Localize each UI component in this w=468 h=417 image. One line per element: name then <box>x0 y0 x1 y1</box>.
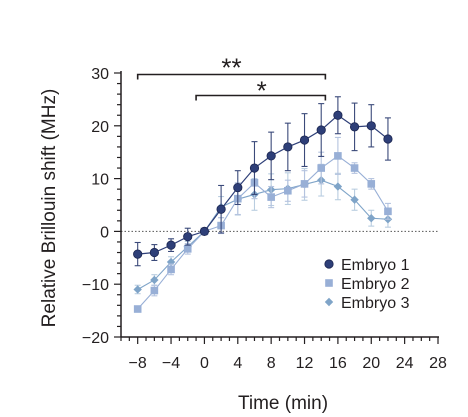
series-embryo-1 <box>133 96 393 267</box>
data-point <box>266 151 276 161</box>
y-tick-label: −20 <box>82 330 109 347</box>
data-point <box>316 125 326 135</box>
y-tick-label: −10 <box>82 277 109 294</box>
x-tick-label: 24 <box>396 355 414 372</box>
x-tick-label: 8 <box>267 355 276 372</box>
legend-item: Embryo 1 <box>324 257 410 274</box>
legend-marker <box>324 259 334 269</box>
data-point <box>133 305 142 313</box>
data-point <box>384 207 392 216</box>
data-point <box>317 164 326 172</box>
data-point <box>367 180 376 188</box>
legend-label: Embryo 2 <box>341 276 410 293</box>
data-point <box>216 204 226 214</box>
data-point <box>349 122 360 132</box>
legend-item: Embryo 3 <box>324 295 410 312</box>
data-point <box>383 134 393 144</box>
x-tick-label: 20 <box>362 355 380 372</box>
significance-bracket <box>195 94 327 101</box>
data-point <box>167 265 175 274</box>
data-point <box>133 285 142 294</box>
data-point <box>199 226 210 236</box>
data-point <box>334 152 342 160</box>
x-tick-label: −4 <box>162 355 180 372</box>
y-tick-label: 0 <box>100 224 109 241</box>
y-tick-label: 30 <box>91 66 109 83</box>
legend-marker <box>324 297 334 307</box>
x-tick-label: 28 <box>429 355 447 372</box>
data-point <box>267 193 275 201</box>
data-point <box>350 195 359 204</box>
legend-item: Embryo 2 <box>325 276 410 293</box>
series-layer <box>133 96 393 313</box>
data-point <box>249 163 260 173</box>
axes-layer: −20 −10 0 10 20 30 −8 −4 0 4 8 12 16 20 24 28 <box>82 66 447 372</box>
y-tick-label: 10 <box>91 172 109 189</box>
data-point <box>150 275 159 285</box>
data-point <box>183 232 193 242</box>
y-axis-title: Relative Brillouin shift (MHz) <box>39 89 60 328</box>
data-point <box>299 135 310 145</box>
legend-marker <box>325 279 333 287</box>
data-point <box>133 249 143 259</box>
data-point <box>300 180 309 188</box>
series-line <box>137 114 389 255</box>
data-point <box>333 182 343 191</box>
significance-label: * <box>257 76 267 106</box>
x-tick-label: 0 <box>200 355 209 372</box>
legend: Embryo 1 Embryo 2 Embryo 3 <box>324 257 410 312</box>
data-point <box>366 121 376 131</box>
series-line <box>137 179 388 290</box>
data-point <box>166 240 176 250</box>
x-tick-label: −8 <box>129 355 147 372</box>
data-point <box>350 164 359 172</box>
x-tick-label: 16 <box>329 355 347 372</box>
data-point <box>333 110 343 120</box>
series-line <box>137 155 389 310</box>
data-point <box>283 142 293 152</box>
x-tick-label: 4 <box>233 355 242 372</box>
data-point <box>183 245 192 253</box>
data-point <box>150 286 159 295</box>
significance-label: ** <box>221 53 241 83</box>
data-point <box>284 186 292 195</box>
significance-layer: *** <box>136 53 327 106</box>
legend-label: Embryo 3 <box>341 295 410 312</box>
data-point <box>367 214 376 223</box>
data-point <box>233 182 243 193</box>
data-point <box>149 247 159 258</box>
significance-bracket <box>136 73 327 80</box>
x-tick-label: 12 <box>296 355 314 372</box>
legend-label: Embryo 1 <box>341 257 410 274</box>
x-axis-title: Time (min) <box>238 393 328 414</box>
y-tick-label: 20 <box>91 119 109 136</box>
